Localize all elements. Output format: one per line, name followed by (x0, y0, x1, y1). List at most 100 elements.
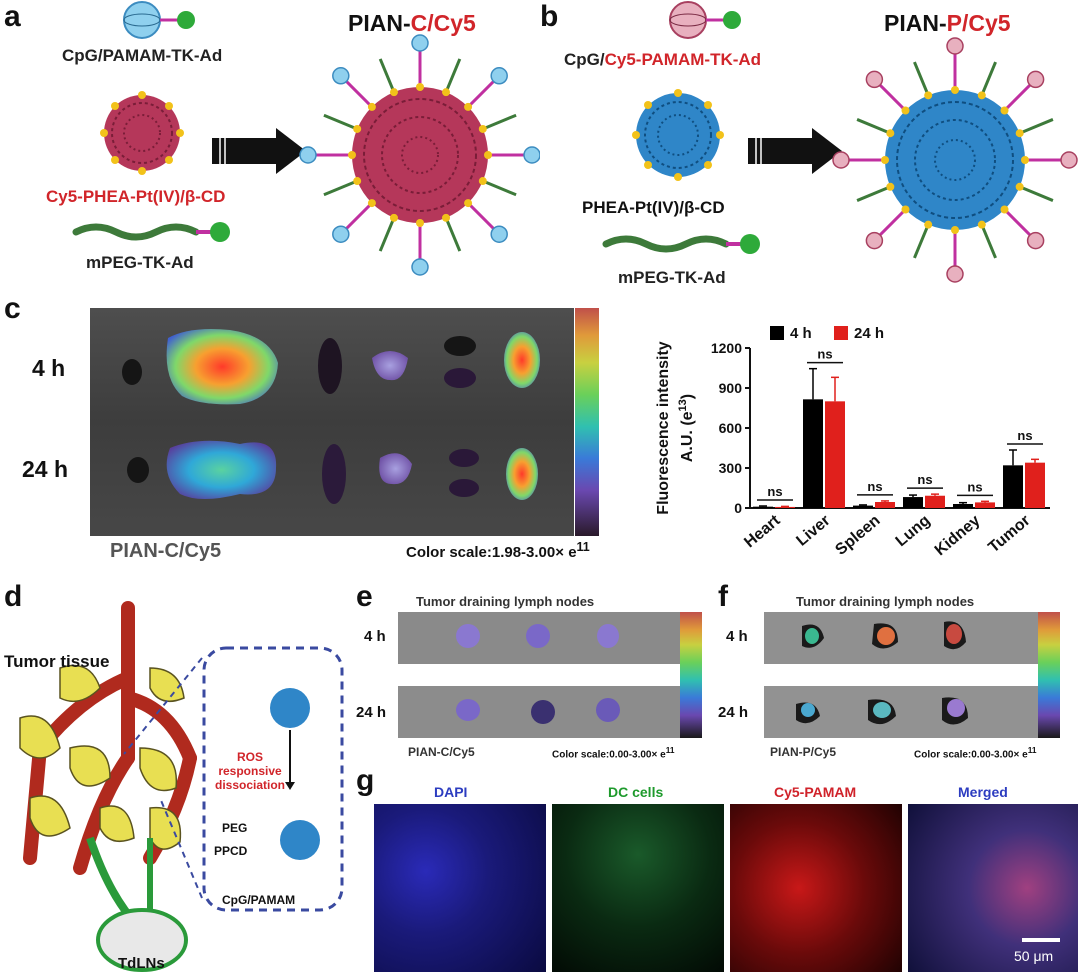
spoke-anchor (367, 102, 376, 111)
spoke (980, 224, 997, 259)
micrograph-cy5-pamam (730, 804, 902, 972)
bar (903, 497, 923, 508)
cpg-ball (1026, 231, 1045, 250)
ns-label: ns (1017, 428, 1032, 443)
liver-24h (166, 440, 277, 499)
cpg-ball (832, 151, 850, 169)
panel-b-artwork (602, 1, 1078, 283)
caption-f-text: Color scale:0.00-3.00 (914, 749, 1014, 761)
cpg-ball (411, 34, 429, 52)
spleen-24h (322, 444, 346, 504)
title-a-red: C/Cy5 (410, 10, 476, 36)
spoke (345, 80, 373, 108)
spoke-anchor (1015, 129, 1024, 138)
cpg-ball (490, 225, 508, 243)
spoke-anchor (951, 86, 959, 94)
spoke (878, 208, 907, 237)
spoke (913, 224, 930, 259)
spoke (878, 83, 907, 112)
spoke (1019, 118, 1054, 135)
legend-swatch (770, 326, 784, 340)
caption-pian-c-cy5: PIAN-C/Cy5 (110, 540, 222, 562)
label-tdlns: TdLNs (118, 955, 165, 972)
spoke-anchor (901, 106, 910, 115)
spoke-anchor (464, 199, 473, 208)
cpg-ball (299, 146, 317, 164)
caption-e-text: Color scale:0.00-3.00 (552, 749, 652, 761)
label-ros-line2: dissociation (214, 778, 285, 792)
fluorescence-bar-chart: 0 300 600 900 1200 Fluorescence intensity A.U.… (655, 325, 1050, 559)
spoke (323, 179, 358, 197)
caption-f-exp: 11 (1027, 745, 1037, 755)
spoke-anchor (924, 91, 933, 100)
title-a-black: PIAN- (348, 10, 411, 36)
bar (875, 502, 895, 508)
label-mpeg-tk-ad-b: mPEG-TK-Ad (618, 268, 726, 287)
mpeg-tk-ad-icon (72, 222, 230, 242)
title-dapi: DAPI (434, 784, 468, 800)
spoke (856, 185, 891, 202)
liver-4h (166, 329, 278, 405)
x-tick-label: Spleen (832, 512, 883, 559)
label-cpg-b-black: CpG/ (564, 50, 605, 69)
title-merged: Merged (958, 784, 1008, 800)
spoke-anchor (353, 177, 362, 186)
cpg-ball (332, 225, 350, 243)
y-axis-label-line2: A.U. (e13) (677, 394, 696, 462)
spoke-anchor (478, 177, 487, 186)
spoke-anchor (484, 151, 492, 159)
label-ros-responsive: ROS responsive dissociation (204, 750, 296, 792)
spoke-anchor (977, 220, 986, 229)
label-peg: PEG (222, 821, 248, 835)
panel-a-artwork (72, 1, 540, 276)
color-scale-bar-f (1038, 612, 1060, 738)
ns-label: ns (967, 479, 982, 494)
kidney-24h-bot (449, 479, 479, 497)
row-label-24h-e: 24 h (356, 704, 387, 721)
label-cpg-b-red: Cy5-PAMAM-TK-Ad (604, 50, 762, 69)
bar (825, 401, 845, 508)
spoke-anchor (442, 213, 451, 222)
spoke-anchor (416, 219, 424, 227)
spoke (444, 58, 462, 93)
x-tick-label: Kidney (932, 512, 984, 559)
title-pian-p-cy5: PIAN-P/Cy5 (884, 10, 1011, 37)
row-label-4h-f: 4 h (726, 628, 748, 645)
spoke (323, 113, 358, 131)
caption-pian-p-cy5-f: PIAN-P/Cy5 (770, 745, 837, 759)
label-cy5-phea: Cy5-PHEA-Pt(IV)/β-CD (46, 187, 226, 206)
spoke-anchor (442, 88, 451, 97)
spoke (378, 217, 396, 252)
kidney-4h-bot (444, 368, 476, 388)
arrow-right-icon (212, 128, 306, 174)
mpeg-tk-ad-icon-b (602, 234, 760, 254)
caption-c-text: Color scale:1.98-3.00 (406, 544, 556, 561)
spoke-anchor (924, 220, 933, 229)
spoke-anchor (464, 102, 473, 111)
label-cpg-cy5-pamam: CpG/Cy5-PAMAM-TK-Ad (564, 50, 761, 70)
spoke-anchor (1015, 182, 1024, 191)
ns-label: ns (867, 479, 882, 494)
x-tick-label: Heart (741, 512, 784, 552)
caption-c-base: e (568, 544, 577, 561)
caption-e-times: × (651, 749, 658, 761)
row-label-24h-f: 24 h (718, 704, 749, 721)
color-scale-bar-e (680, 612, 702, 738)
arrow-right-icon-b (748, 128, 842, 174)
lung-24h (379, 453, 412, 485)
y-tick-label: 1200 (711, 340, 742, 356)
spoke (482, 179, 517, 197)
bar (953, 504, 973, 508)
spoke-anchor (886, 129, 895, 138)
x-tick-label: Liver (793, 512, 833, 550)
bar (1003, 465, 1023, 508)
color-scale-bar-c (575, 308, 599, 536)
heart-4h (122, 359, 142, 385)
caption-e-base: e (660, 749, 666, 761)
bar (975, 502, 995, 508)
title-b-black: PIAN- (884, 10, 947, 36)
title-pian-c-cy5: PIAN-C/Cy5 (348, 10, 476, 37)
label-ros-line1: ROS responsive (218, 750, 282, 778)
panel-a-letter: a (4, 0, 21, 33)
spoke-anchor (1000, 205, 1009, 214)
